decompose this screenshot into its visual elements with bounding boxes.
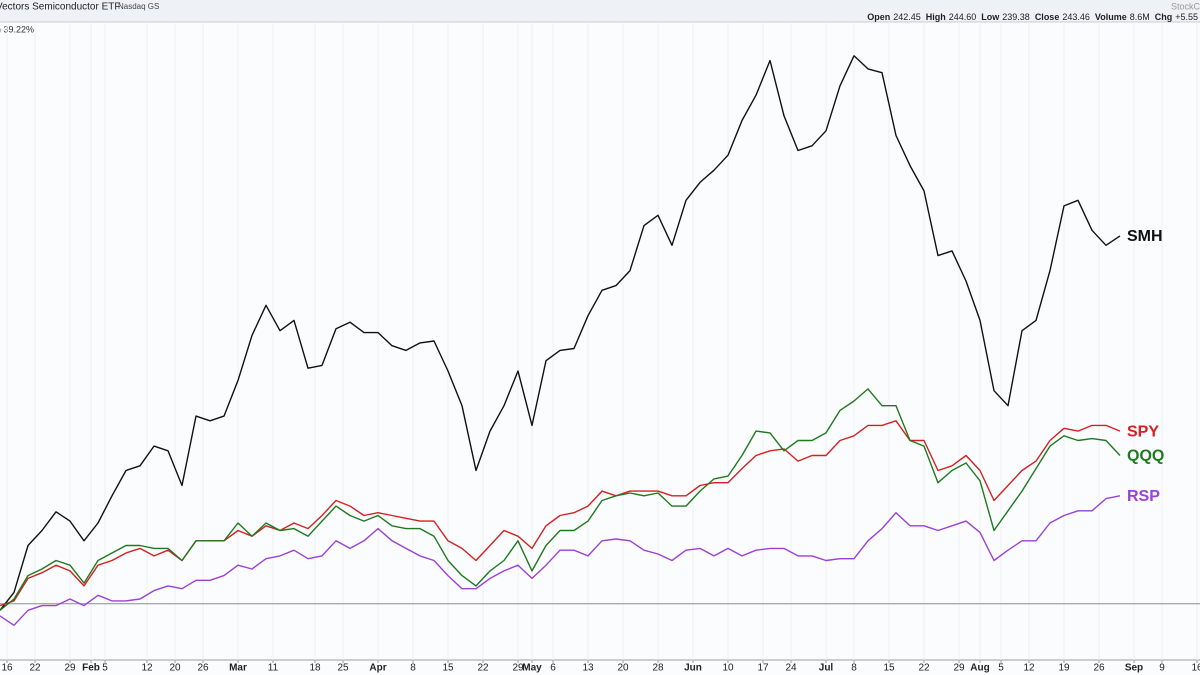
x-tick-label: May (522, 663, 542, 674)
x-tick-label: 29 (64, 663, 76, 674)
x-tick-label: 22 (918, 663, 930, 674)
x-tick-label: 12 (141, 663, 153, 674)
x-tick-label: 22 (477, 663, 489, 674)
x-tick-label: 5 (998, 663, 1004, 674)
x-tick-label: 5 (102, 663, 108, 674)
x-tick-label: 19 (1058, 663, 1070, 674)
x-tick-label: 11 (268, 663, 279, 674)
x-tick-label: 16 (1191, 663, 1200, 674)
quote-label: High (926, 12, 946, 22)
series-label: QQQ (1127, 448, 1164, 465)
quote-value: +5.55 (1175, 12, 1198, 22)
x-tick-label: Feb (82, 663, 100, 674)
x-tick-label: Jul (819, 663, 834, 674)
x-tick-label: 29 (512, 663, 524, 674)
series-line (0, 55, 1121, 611)
series-line (0, 388, 1121, 611)
x-tick-label: Sep (1125, 663, 1143, 674)
series-line (0, 495, 1121, 626)
x-tick-label: 26 (197, 663, 209, 674)
x-tick-label: 8 (851, 663, 857, 674)
x-tick-label: 22 (29, 663, 41, 674)
x-tick-label: Jun (684, 663, 702, 674)
x-tick-label: 6 (550, 663, 556, 674)
x-tick-label: 25 (337, 663, 349, 674)
x-tick-label: Apr (369, 663, 386, 674)
x-tick-label: 26 (1093, 663, 1105, 674)
series-label: SPY (1127, 423, 1159, 440)
series-label: SMH (1127, 228, 1163, 245)
x-tick-label: 10 (722, 663, 734, 674)
x-tick-label: 8 (410, 663, 416, 674)
quote-label: Open (867, 12, 890, 22)
x-tick-label: 13 (582, 663, 594, 674)
x-tick-label: 15 (442, 663, 454, 674)
header-note: ) 39.22% (0, 24, 34, 34)
x-tick-label: 20 (617, 663, 629, 674)
x-tick-label: 28 (652, 663, 664, 674)
x-tick-label: 9 (1159, 663, 1165, 674)
header-title: Vectors Semiconductor ETF (0, 2, 121, 13)
quote-text: Open 242.45 High 244.60 Low 239.38 Close 243.46… (867, 12, 1198, 22)
x-tick-label: 24 (785, 663, 797, 674)
quote-row: Open 242.45 High 244.60 Low 239.38 Close 243.46… (867, 12, 1198, 22)
x-tick-label: 20 (169, 663, 181, 674)
series-label: RSP (1127, 488, 1160, 505)
x-tick-label: 16 (1, 663, 13, 674)
quote-value: 243.46 (1062, 12, 1090, 22)
quote-label: Close (1035, 12, 1060, 22)
quote-value: 8.6M (1130, 12, 1150, 22)
x-tick-label: 12 (1023, 663, 1035, 674)
quote-value: 242.45 (893, 12, 921, 22)
watermark: StockC (1171, 1, 1200, 11)
quote-value: 239.38 (1002, 12, 1030, 22)
quote-value: 244.60 (949, 12, 977, 22)
header-exchange: Nasdaq GS (118, 2, 159, 11)
quote-label: Volume (1095, 12, 1127, 22)
x-tick-label: 18 (309, 663, 321, 674)
x-tick-label: Mar (229, 663, 247, 674)
x-tick-label: 17 (757, 663, 769, 674)
quote-label: Low (981, 12, 1000, 22)
x-tick-label: 15 (883, 663, 895, 674)
x-tick-label: 29 (953, 663, 965, 674)
x-tick-label: Aug (970, 663, 989, 674)
header-bar (0, 0, 1200, 22)
quote-label: Chg (1155, 12, 1173, 22)
